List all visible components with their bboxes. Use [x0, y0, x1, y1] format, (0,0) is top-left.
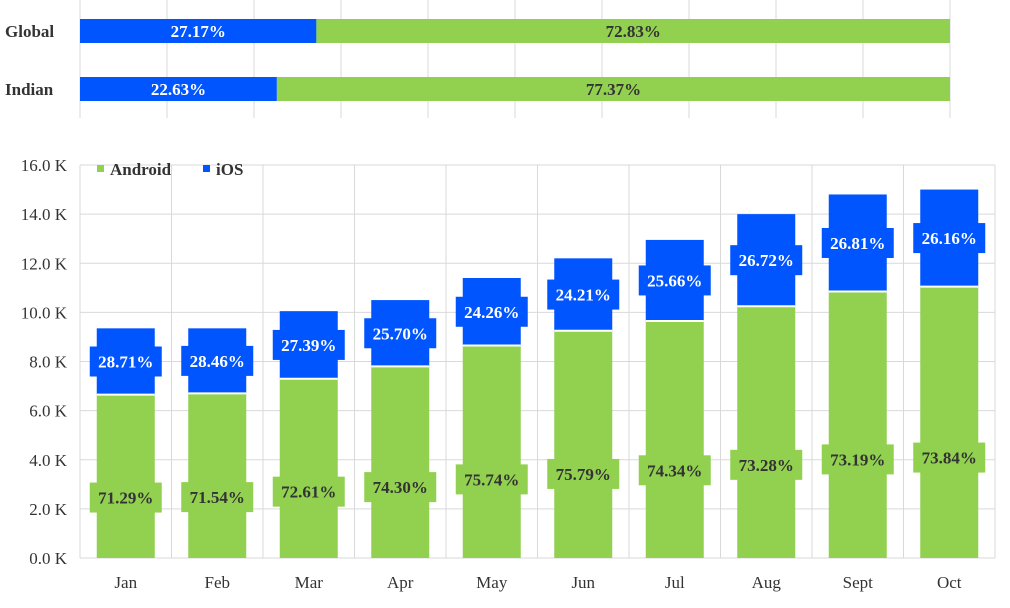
ios-label-box	[730, 245, 803, 276]
android-label-box	[181, 482, 254, 513]
android-data-label: 73.84%	[922, 449, 977, 468]
ios-label-box	[547, 279, 620, 310]
ios-data-label: 28.71%	[98, 353, 153, 372]
top-category-label: Indian	[5, 80, 54, 99]
y-tick-label: 4.0 K	[29, 451, 68, 470]
top-bar-ios	[80, 77, 277, 101]
bar-android	[645, 320, 704, 558]
android-data-label: 74.34%	[647, 461, 702, 480]
bar-android	[828, 291, 887, 558]
ios-data-label: 26.72%	[739, 251, 794, 270]
android-label-box	[89, 482, 162, 513]
android-label-box	[364, 472, 437, 503]
ios-data-label: 26.81%	[830, 234, 885, 253]
android-label-box	[730, 449, 803, 480]
top-bar-data-label: 22.63%	[151, 80, 206, 99]
bar-android	[462, 345, 521, 558]
ios-data-label: 24.26%	[464, 303, 519, 322]
legend-ios-label: iOS	[216, 160, 243, 179]
bar-android	[188, 393, 247, 558]
bar-android	[371, 366, 430, 558]
android-data-label: 72.61%	[281, 483, 336, 502]
x-tick-label: Jun	[571, 573, 595, 592]
x-tick-label: Sept	[843, 573, 874, 592]
ios-data-label: 27.39%	[281, 336, 336, 355]
global-vs-indian-share-chart: Global 27.17% 72.83% Indian 22.63% 77.37%	[5, 0, 951, 118]
ios-label-box	[89, 346, 162, 377]
android-label-box	[913, 442, 986, 473]
y-tick-label: 14.0 K	[21, 205, 68, 224]
x-tick-label: Apr	[387, 573, 414, 592]
android-data-label: 74.30%	[373, 478, 428, 497]
monthly-os-volume-chart: 0.0 K 2.0 K 4.0 K 6.0 K 8.0 K 10.0 K 12.0 K 14.…	[21, 156, 996, 592]
android-label-box	[455, 464, 528, 495]
android-data-label: 71.29%	[98, 489, 153, 508]
ios-label-box	[455, 296, 528, 327]
top-bar-data-label: 27.17%	[171, 22, 226, 41]
android-data-label: 73.19%	[830, 450, 885, 469]
ios-label-box	[913, 223, 986, 254]
bar-android	[737, 306, 796, 558]
x-tick-label: Aug	[752, 573, 782, 592]
android-label-box	[638, 455, 711, 486]
ios-data-label: 25.66%	[647, 271, 702, 290]
y-tick-label: 2.0 K	[29, 500, 68, 519]
y-tick-label: 0.0 K	[29, 549, 68, 568]
top-bar-data-label: 72.83%	[606, 22, 661, 41]
top-bar-data-label: 77.37%	[586, 80, 641, 99]
ios-data-label: 24.21%	[556, 286, 611, 305]
ios-label-box	[364, 318, 437, 349]
ios-label-box	[638, 265, 711, 296]
android-data-label: 73.28%	[739, 456, 794, 475]
ios-data-label: 25.70%	[373, 324, 428, 343]
android-label-box	[547, 458, 620, 489]
top-category-label: Global	[5, 22, 54, 41]
ios-label-box	[272, 329, 345, 360]
legend-ios-swatch	[203, 165, 210, 172]
android-data-label: 71.54%	[190, 488, 245, 507]
bar-android	[554, 330, 613, 558]
ios-label-box	[181, 345, 254, 376]
y-tick-label: 8.0 K	[29, 353, 68, 372]
top-bar-ios	[80, 19, 317, 43]
top-bar-android	[316, 19, 950, 43]
legend-android-swatch	[97, 165, 104, 172]
y-tick-label: 16.0 K	[21, 156, 68, 175]
bar-android	[279, 378, 338, 558]
ios-data-label: 28.46%	[190, 352, 245, 371]
android-data-label: 75.79%	[556, 465, 611, 484]
x-tick-label: Jul	[665, 573, 685, 592]
android-label-box	[272, 476, 345, 507]
x-tick-label: Jan	[114, 573, 137, 592]
bar-android	[920, 286, 979, 558]
x-tick-label: Oct	[937, 573, 962, 592]
x-tick-label: Mar	[295, 573, 324, 592]
ios-data-label: 26.16%	[922, 229, 977, 248]
y-tick-label: 10.0 K	[21, 303, 68, 322]
android-label-box	[821, 444, 894, 475]
x-tick-label: May	[476, 573, 508, 592]
legend-android-label: Android	[110, 160, 172, 179]
y-tick-label: 6.0 K	[29, 402, 68, 421]
android-data-label: 75.74%	[464, 470, 519, 489]
y-tick-label: 12.0 K	[21, 254, 68, 273]
bar-android	[96, 394, 155, 558]
ios-label-box	[821, 227, 894, 258]
x-tick-label: Feb	[205, 573, 231, 592]
top-bar-android	[276, 77, 951, 101]
